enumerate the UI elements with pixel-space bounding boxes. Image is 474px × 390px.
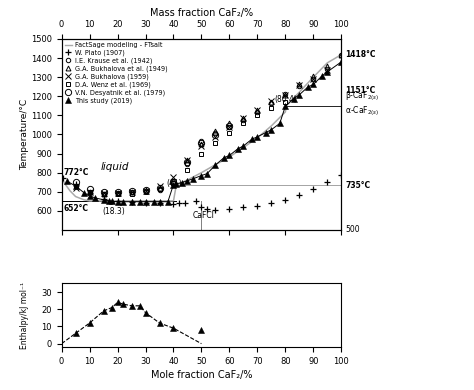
Text: (41): (41) [166, 179, 182, 188]
Text: 1151°C: 1151°C [346, 85, 376, 94]
Text: α-CaF$_{2(s)}$: α-CaF$_{2(s)}$ [346, 105, 380, 119]
Y-axis label: Enthalpy/kJ mol⁻¹: Enthalpy/kJ mol⁻¹ [20, 282, 29, 349]
Text: 652°C: 652°C [63, 204, 88, 213]
Text: 772°C: 772°C [63, 168, 88, 177]
Y-axis label: Temperature/°C: Temperature/°C [20, 99, 29, 170]
Text: (18.3): (18.3) [102, 207, 125, 216]
Text: β-CaF$_{2(s)}$: β-CaF$_{2(s)}$ [346, 89, 379, 103]
Text: 500: 500 [346, 225, 360, 234]
Text: CaFCl: CaFCl [193, 211, 215, 220]
Text: liquid: liquid [101, 162, 129, 172]
Text: 1418°C: 1418°C [346, 50, 376, 59]
Text: 735°C: 735°C [346, 181, 371, 190]
X-axis label: Mole fraction CaF₂/%: Mole fraction CaF₂/% [151, 370, 252, 380]
Legend: FactSage modeling - FTsalt, W. Plato (1907), I.E. Krause et al. (1942), G.A. Buk: FactSage modeling - FTsalt, W. Plato (19… [64, 41, 169, 105]
Text: (80.4): (80.4) [274, 95, 297, 104]
X-axis label: Mass fraction CaF₂/%: Mass fraction CaF₂/% [150, 8, 253, 18]
